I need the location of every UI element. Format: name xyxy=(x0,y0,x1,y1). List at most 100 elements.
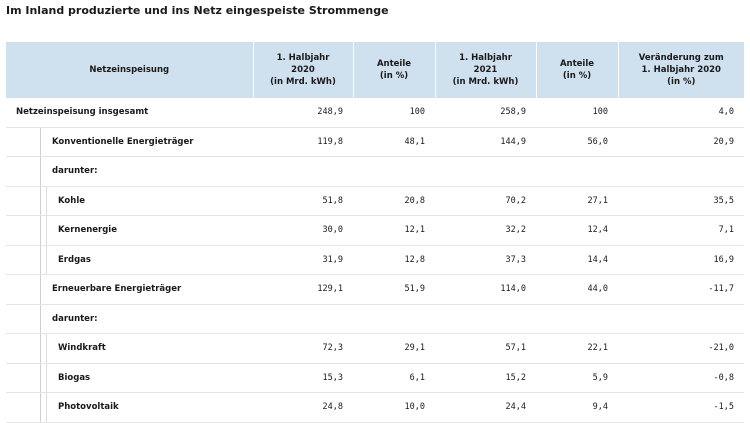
change-cell xyxy=(618,156,744,187)
row-label: Konventionelle Energieträger xyxy=(6,127,253,157)
table-row: Konventionelle Energieträger 119,8 48,1 144… xyxy=(6,127,744,157)
share-2020-cell: 51,9 xyxy=(353,274,435,305)
value-2021-cell: 114,0 xyxy=(435,274,536,305)
value-2021-cell: 70,2 xyxy=(435,186,536,216)
value-2020-cell: 129,1 xyxy=(253,274,353,305)
header-text-line: 1. Halbjahr xyxy=(459,53,512,63)
table-title: Im Inland produzierte und ins Netz einge… xyxy=(6,4,389,17)
value-2020-cell: 72,3 xyxy=(253,333,353,364)
share-2020-cell: 10,0 xyxy=(353,392,435,423)
row-label: darunter: xyxy=(6,304,253,334)
share-2021-cell xyxy=(536,156,618,187)
share-2021-cell: 5,9 xyxy=(536,363,618,393)
value-2021-cell: 32,2 xyxy=(435,215,536,246)
row-label: Windkraft xyxy=(6,333,253,364)
header-text-line: (in %) xyxy=(379,71,409,81)
value-2021-cell: 37,3 xyxy=(435,245,536,275)
table-row: Photovoltaik 24,8 10,0 24,4 9,4 -1,5 xyxy=(6,392,744,423)
header-text-line: (in Mrd. kWh) xyxy=(270,77,336,87)
row-label: Erdgas xyxy=(6,245,253,275)
header-text-line: Veränderung zum xyxy=(638,53,724,63)
row-label: Erneuerbare Energieträger xyxy=(6,274,253,305)
table-row: darunter: xyxy=(6,304,744,334)
value-2020-cell: 248,9 xyxy=(253,98,353,128)
row-label: Kernenergie xyxy=(6,215,253,246)
row-label: Biogas xyxy=(6,363,253,393)
row-label: darunter: xyxy=(6,156,253,187)
share-2020-cell: 12,1 xyxy=(353,215,435,246)
share-2021-cell: 22,1 xyxy=(536,333,618,364)
row-label: Kohle xyxy=(6,186,253,216)
share-2021-cell: 12,4 xyxy=(536,215,618,246)
share-2020-cell: 6,1 xyxy=(353,363,435,393)
value-2021-cell xyxy=(435,304,536,334)
col-header-netzeinspeisung: Netzeinspeisung xyxy=(6,42,253,98)
table-row: Erneuerbare Energieträger 129,1 51,9 114,0 4… xyxy=(6,274,744,305)
value-2021-cell: 57,1 xyxy=(435,333,536,364)
value-2020-cell xyxy=(253,156,353,187)
value-2021-cell: 15,2 xyxy=(435,363,536,393)
change-cell: -11,7 xyxy=(618,274,744,305)
share-2021-cell: 100 xyxy=(536,98,618,128)
change-cell: -1,5 xyxy=(618,392,744,423)
header-row: Netzeinspeisung 1. Halbjahr 2020 (in Mrd. … xyxy=(6,42,744,98)
share-2021-cell: 44,0 xyxy=(536,274,618,305)
table-row: Erdgas 31,9 12,8 37,3 14,4 16,9 xyxy=(6,245,744,275)
change-cell: -0,8 xyxy=(618,363,744,393)
change-cell xyxy=(618,304,744,334)
share-2020-cell: 20,8 xyxy=(353,186,435,216)
share-2020-cell: 29,1 xyxy=(353,333,435,364)
share-2020-cell: 48,1 xyxy=(353,127,435,157)
col-header-anteile-2020: Anteile (in %) xyxy=(352,42,435,98)
change-cell: 7,1 xyxy=(618,215,744,246)
header-text-line: (in %) xyxy=(667,77,696,87)
table-row: Kohle 51,8 20,8 70,2 27,1 35,5 xyxy=(6,186,744,216)
share-2021-cell: 56,0 xyxy=(536,127,618,157)
value-2021-cell: 144,9 xyxy=(435,127,536,157)
share-2021-cell: 27,1 xyxy=(536,186,618,216)
value-2020-cell: 51,8 xyxy=(253,186,353,216)
change-cell: 35,5 xyxy=(618,186,744,216)
share-2020-cell: 100 xyxy=(353,98,435,128)
value-2021-cell: 258,9 xyxy=(435,98,536,128)
table-row: Netzeinspeisung insgesamt 248,9 100 258,9 10… xyxy=(6,98,744,128)
header-text-line: 2021 xyxy=(473,65,498,75)
row-label: Netzeinspeisung insgesamt xyxy=(6,98,253,128)
header-text-line: 1. Halbjahr 2020 xyxy=(641,65,721,75)
share-2021-cell xyxy=(536,304,618,334)
change-cell: -21,0 xyxy=(618,333,744,364)
header-text-line: (in %) xyxy=(562,71,592,81)
col-header-h1-2020: 1. Halbjahr 2020 (in Mrd. kWh) xyxy=(252,42,353,98)
header-text-line: Anteile xyxy=(559,59,595,69)
change-cell: 4,0 xyxy=(618,98,744,128)
col-header-change: Veränderung zum 1. Halbjahr 2020 (in %) xyxy=(617,42,744,98)
table-row: Windkraft 72,3 29,1 57,1 22,1 -21,0 xyxy=(6,333,744,364)
share-2021-cell: 14,4 xyxy=(536,245,618,275)
value-2020-cell: 30,0 xyxy=(253,215,353,246)
table-row: Kernenergie 30,0 12,1 32,2 12,4 7,1 xyxy=(6,215,744,246)
col-header-anteile-2021: Anteile (in %) xyxy=(535,42,618,98)
share-2020-cell: 12,8 xyxy=(353,245,435,275)
electricity-table: Netzeinspeisung 1. Halbjahr 2020 (in Mrd. … xyxy=(6,42,744,423)
table-row: Biogas 15,3 6,1 15,2 5,9 -0,8 xyxy=(6,363,744,393)
share-2020-cell xyxy=(353,304,435,334)
value-2020-cell: 119,8 xyxy=(253,127,353,157)
value-2020-cell: 24,8 xyxy=(253,392,353,423)
share-2021-cell: 9,4 xyxy=(536,392,618,423)
header-text-line: Netzeinspeisung xyxy=(89,65,170,75)
header-text-line: 2020 xyxy=(291,65,315,75)
value-2021-cell: 24,4 xyxy=(435,392,536,423)
value-2020-cell: 31,9 xyxy=(253,245,353,275)
row-label: Photovoltaik xyxy=(6,392,253,423)
change-cell: 16,9 xyxy=(618,245,744,275)
value-2020-cell: 15,3 xyxy=(253,363,353,393)
header-text-line: Anteile xyxy=(376,59,412,69)
change-cell: 20,9 xyxy=(618,127,744,157)
col-header-h1-2021: 1. Halbjahr 2021 (in Mrd. kWh) xyxy=(434,42,536,98)
value-2020-cell xyxy=(253,304,353,334)
share-2020-cell xyxy=(353,156,435,187)
header-text-line: (in Mrd. kWh) xyxy=(452,77,519,87)
header-text-line: 1. Halbjahr xyxy=(276,53,330,63)
value-2021-cell xyxy=(435,156,536,187)
table-row: darunter: xyxy=(6,156,744,187)
